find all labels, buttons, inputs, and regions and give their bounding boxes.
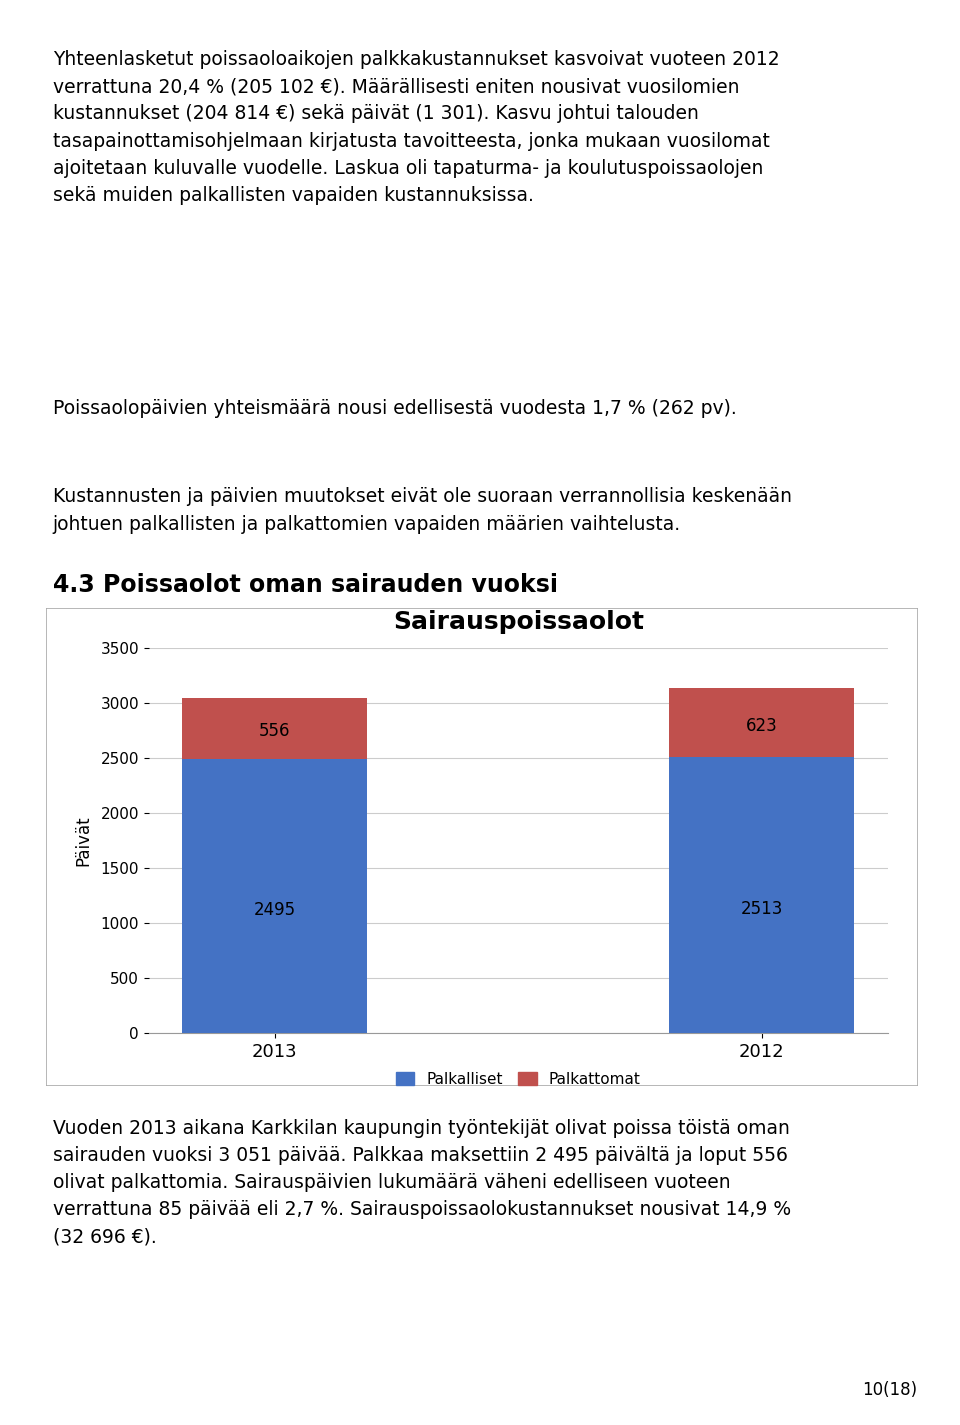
Y-axis label: Päivät: Päivät <box>74 815 92 866</box>
Text: 623: 623 <box>746 717 778 735</box>
FancyBboxPatch shape <box>46 608 918 1086</box>
Legend: Palkalliset, Palkattomat: Palkalliset, Palkattomat <box>390 1066 647 1093</box>
Text: 556: 556 <box>259 722 291 741</box>
Text: 2513: 2513 <box>741 899 783 918</box>
Bar <box>182 760 368 1033</box>
Text: 4.3 Poissaolot oman sairauden vuoksi: 4.3 Poissaolot oman sairauden vuoksi <box>53 573 558 597</box>
Text: Poissaolopäivien yhteismäärä nousi edellisestä vuodesta 1,7 % (262 pv).: Poissaolopäivien yhteismäärä nousi edell… <box>53 399 736 418</box>
Bar <box>669 688 854 757</box>
Text: Yhteenlasketut poissaoloaikojen palkkakustannukset kasvoivat vuoteen 2012
verrat: Yhteenlasketut poissaoloaikojen palkkaku… <box>53 50 780 205</box>
Bar <box>182 698 368 760</box>
Text: Vuoden 2013 aikana Karkkilan kaupungin työntekijät olivat poissa töistä oman
sai: Vuoden 2013 aikana Karkkilan kaupungin t… <box>53 1119 791 1247</box>
Text: 10(18): 10(18) <box>862 1381 917 1399</box>
Bar <box>669 757 854 1033</box>
Title: Sairauspoissaolot: Sairauspoissaolot <box>393 610 644 634</box>
Text: 2495: 2495 <box>253 901 296 919</box>
Text: Kustannusten ja päivien muutokset eivät ole suoraan verrannollisia keskenään
joh: Kustannusten ja päivien muutokset eivät … <box>53 487 792 533</box>
